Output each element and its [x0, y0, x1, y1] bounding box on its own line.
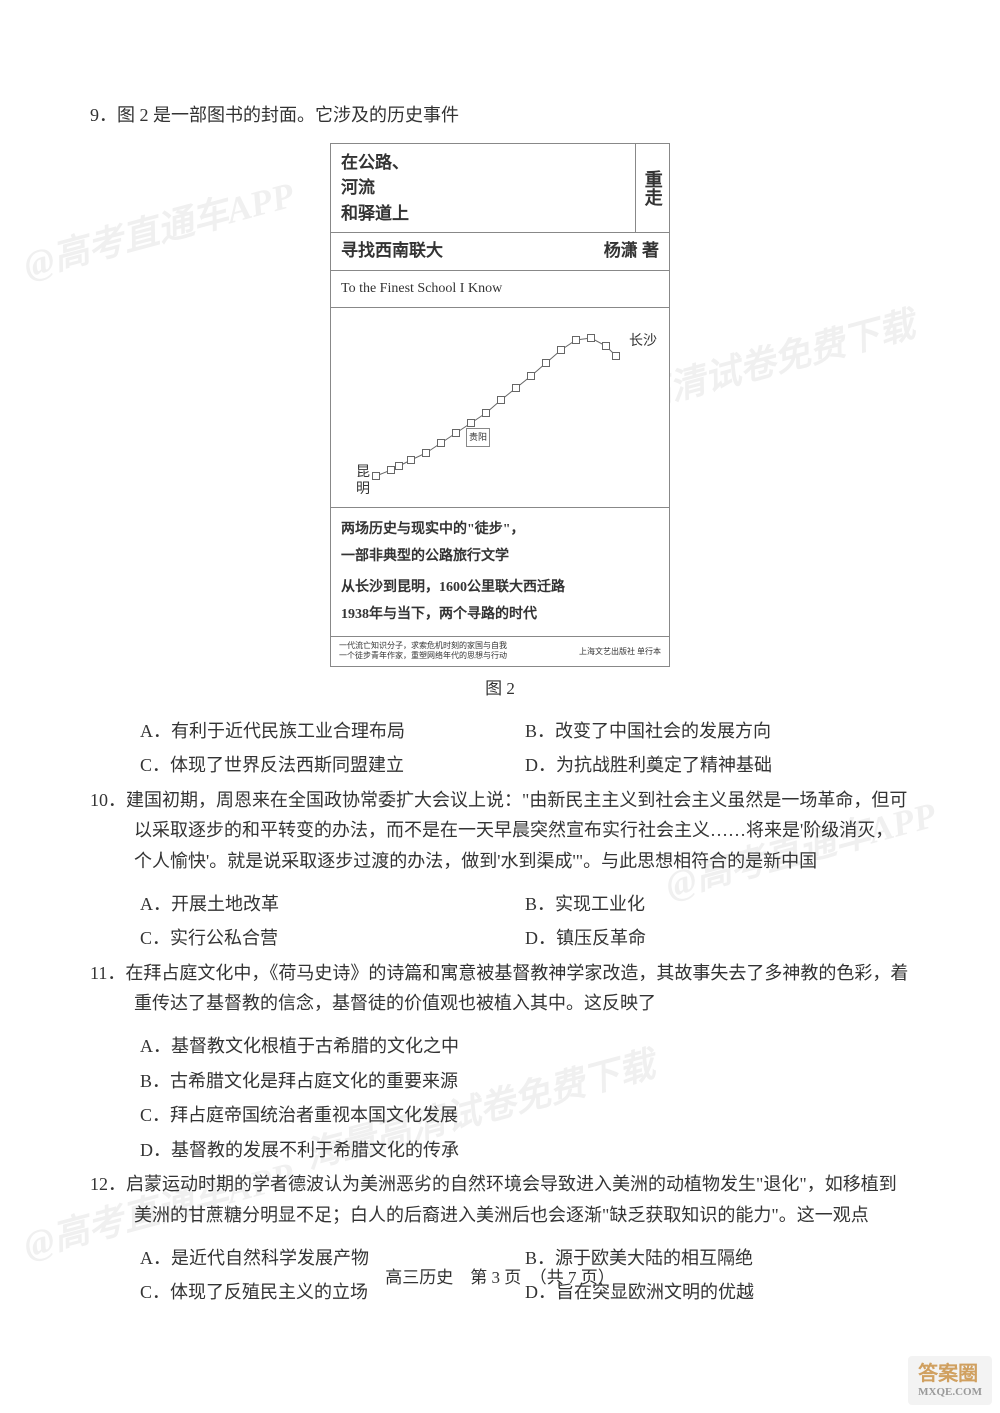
q11-option-a: A．基督教文化根植于古希腊的文化之中 — [140, 1031, 910, 1062]
book-desc1: 两场历史与现实中的"徒步"， — [341, 518, 659, 542]
q10-option-a: A．开展土地改革 — [140, 889, 525, 920]
question-number: 9． — [90, 105, 117, 125]
corner-logo: 答案圈 MXQE.COM — [908, 1356, 992, 1405]
book-line2: 河流 — [341, 175, 625, 201]
q12-option-a: A．是近代自然科学发展产物 — [140, 1243, 525, 1274]
book-english-subtitle: To the Finest School I Know — [331, 271, 669, 308]
book-desc3: 从长沙到昆明，1600公里联大西迁路 — [341, 576, 659, 600]
q12-option-b: B．源于欧美大陆的相互隔绝 — [525, 1243, 910, 1274]
q9-options: A．有利于近代民族工业合理布局 B．改变了中国社会的发展方向 C．体现了世界反法… — [90, 716, 910, 785]
q9-option-b: B．改变了中国社会的发展方向 — [525, 716, 910, 747]
figure-label: 图 2 — [90, 675, 910, 704]
q10-options: A．开展土地改革 B．实现工业化 C．实行公私合营 D．镇压反革命 — [90, 889, 910, 958]
map-path: 贵阳 — [361, 328, 641, 488]
book-footer-left: 一代流亡知识分子，求索危机时刻的家国与自我 一个徒步青年作家，重塑网络年代的思想… — [339, 641, 507, 662]
question-number: 12． — [90, 1174, 126, 1194]
book-footer: 一代流亡知识分子，求索危机时刻的家国与自我 一个徒步青年作家，重塑网络年代的思想… — [331, 637, 669, 666]
book-header-left: 在公路、 河流 和驿道上 — [331, 144, 635, 233]
q9-option-c: C．体现了世界反法西斯同盟建立 — [140, 750, 525, 781]
book-cover-figure: 在公路、 河流 和驿道上 重走 寻找西南联大 杨潇 著 To the Fines… — [330, 143, 670, 667]
q12-option-c: C．体现了反殖民主义的立场 — [140, 1277, 525, 1308]
map-label-kunming: 昆 明 — [356, 465, 370, 499]
book-map: 贵阳 长沙 昆 明 — [331, 308, 669, 508]
q10-option-c: C．实行公私合营 — [140, 923, 525, 954]
question-stem: 在拜占庭文化中，《荷马史诗》的诗篇和寓意被基督教神学家改造，其故事失去了多神教的… — [125, 963, 908, 1014]
corner-sub: MXQE.COM — [918, 1386, 982, 1399]
question-number: 10． — [90, 790, 126, 810]
q11-option-d: D．基督教的发展不利于希腊文化的传承 — [140, 1135, 910, 1166]
q11-option-c: C．拜占庭帝国统治者重视本国文化发展 — [140, 1100, 910, 1131]
map-label-changsha: 长沙 — [629, 330, 657, 354]
book-desc2: 一部非典型的公路旅行文学 — [341, 545, 659, 569]
book-desc4: 1938年与当下，两个寻路的时代 — [341, 603, 659, 627]
content-area: 9．图 2 是一部图书的封面。它涉及的历史事件 在公路、 河流 和驿道上 重走 … — [90, 100, 910, 1312]
book-publisher: 上海文艺出版社 单行本 — [579, 645, 661, 659]
book-title-right: 重走 — [635, 144, 669, 233]
question-stem: 建国初期，周恩来在全国政协常委扩大会议上说："由新民主主义到社会主义虽然是一场革… — [126, 790, 907, 871]
q10-option-b: B．实现工业化 — [525, 889, 910, 920]
question-11: 11．在拜占庭文化中，《荷马史诗》的诗篇和寓意被基督教神学家改造，其故事失去了多… — [90, 958, 910, 1019]
question-9: 9．图 2 是一部图书的封面。它涉及的历史事件 — [90, 100, 910, 131]
q11-option-b: B．古希腊文化是拜占庭文化的重要来源 — [140, 1066, 910, 1097]
question-stem: 图 2 是一部图书的封面。它涉及的历史事件 — [117, 105, 459, 125]
q10-option-d: D．镇压反革命 — [525, 923, 910, 954]
q12-options: A．是近代自然科学发展产物 B．源于欧美大陆的相互隔绝 C．体现了反殖民主义的立… — [90, 1243, 910, 1312]
book-line3: 和驿道上 — [341, 201, 625, 227]
book-description: 两场历史与现实中的"徒步"， 一部非典型的公路旅行文学 从长沙到昆明，1600公… — [331, 508, 669, 637]
book-subtitle-left: 寻找西南联大 — [341, 237, 443, 266]
q9-option-a: A．有利于近代民族工业合理布局 — [140, 716, 525, 747]
book-header-bottom: 寻找西南联大 杨潇 著 — [331, 233, 669, 271]
book-header: 在公路、 河流 和驿道上 重走 — [331, 144, 669, 234]
question-stem: 启蒙运动时期的学者德波认为美洲恶劣的自然环境会导致进入美洲的动植物发生"退化"，… — [126, 1174, 897, 1225]
q9-option-d: D．为抗战胜利奠定了精神基础 — [525, 750, 910, 781]
book-author: 杨潇 著 — [604, 237, 659, 266]
q12-option-d: D．旨在突显欧洲文明的优越 — [525, 1277, 910, 1308]
book-line1: 在公路、 — [341, 150, 625, 176]
corner-main: 答案圈 — [918, 1362, 982, 1386]
question-10: 10．建国初期，周恩来在全国政协常委扩大会议上说："由新民主主义到社会主义虽然是… — [90, 785, 910, 877]
question-12: 12．启蒙运动时期的学者德波认为美洲恶劣的自然环境会导致进入美洲的动植物发生"退… — [90, 1169, 910, 1230]
question-number: 11． — [90, 963, 125, 983]
q11-options: A．基督教文化根植于古希腊的文化之中 B．古希腊文化是拜占庭文化的重要来源 C．… — [90, 1031, 910, 1169]
